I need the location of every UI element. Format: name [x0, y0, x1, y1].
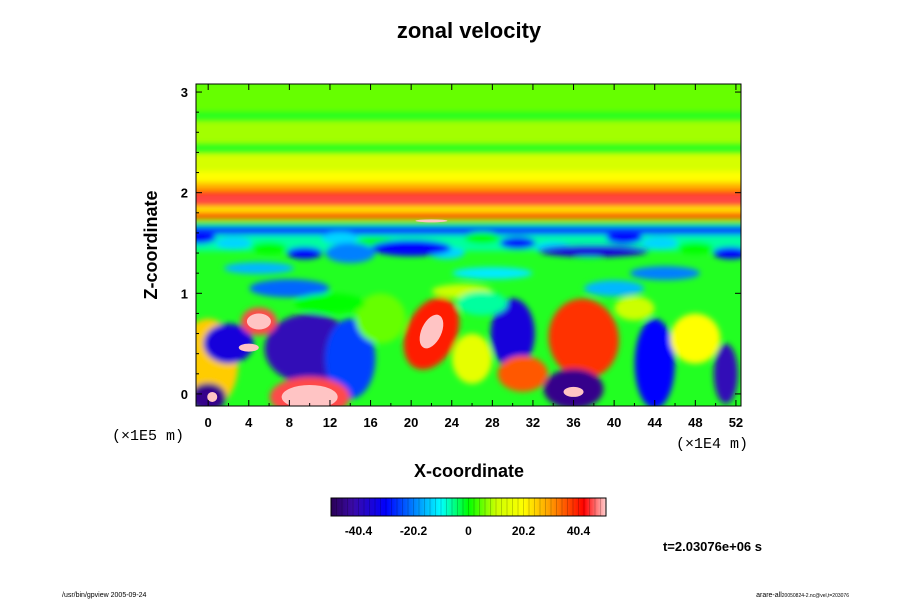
x-tick-label: 32: [526, 415, 540, 430]
x-axis-label: X-coordinate: [414, 461, 524, 481]
colorbar-frame: [330, 497, 607, 517]
x-tick-label: 28: [485, 415, 499, 430]
field-patch: [712, 247, 741, 260]
y-axis-ticks: 0 1 2 3: [181, 85, 741, 402]
field-band: [196, 211, 741, 220]
field-band: [196, 225, 741, 236]
field-patch: [548, 298, 619, 379]
field-patch: [464, 231, 501, 244]
y-tick-label: 0: [181, 387, 188, 402]
y-tick-label: 3: [181, 85, 188, 100]
field-patch: [614, 296, 655, 321]
field-patch: [325, 318, 376, 399]
field-patch: [641, 236, 678, 249]
field-patch: [499, 236, 536, 249]
field-patch: [215, 236, 252, 249]
y-axis-label: Z-coordinate: [141, 190, 161, 299]
field-patch: [325, 243, 376, 264]
field-patch: [670, 313, 721, 364]
field-band: [196, 195, 741, 204]
field-patch: [251, 242, 288, 255]
x-axis-ticks: 0 4 8 12 16 20 24 28 32 36 40 44 48 52: [205, 84, 743, 430]
colorbar: -40.4 -20.2 0 20.2 40.4: [330, 497, 607, 538]
x-tick-label: 0: [205, 415, 212, 430]
colorbar-tick-label: 40.4: [567, 524, 591, 538]
plot-area: [196, 84, 741, 406]
x-unit-label: (×1E4 m): [676, 436, 748, 453]
time-label: t=2.03076e+06 s: [663, 539, 762, 554]
plot-frame: [195, 83, 742, 407]
field-patch: [457, 291, 508, 316]
field-patch: [249, 279, 330, 298]
colorbar-tick-label: -20.2: [400, 524, 428, 538]
footer-right-sub: 20050824-2.nc@vel,t=203076: [782, 593, 849, 599]
field-patch: [419, 314, 444, 349]
x-tick-label: 48: [688, 415, 702, 430]
field-patch: [629, 266, 700, 281]
field-patch: [294, 293, 365, 314]
field-patch: [452, 333, 493, 384]
y-unit-label: (×1E5 m): [112, 428, 184, 445]
field-band: [196, 152, 741, 173]
field-patch: [355, 293, 406, 344]
field-patch: [713, 343, 738, 404]
x-tick-label: 24: [445, 415, 460, 430]
field-patch: [677, 242, 714, 255]
x-tick-label: 16: [363, 415, 377, 430]
field-band: [196, 206, 741, 213]
x-tick-label: 8: [286, 415, 293, 430]
field-patch: [497, 355, 548, 392]
field-patch: [371, 240, 452, 257]
field-patch: [538, 245, 649, 258]
field-patch: [196, 231, 217, 244]
field-patch: [238, 343, 259, 352]
field-patch: [634, 318, 675, 406]
field-band: [196, 220, 741, 227]
colorbar-tick-label: 20.2: [512, 524, 536, 538]
field-band: [196, 182, 741, 193]
x-tick-label: 40: [607, 415, 621, 430]
field-patch: [584, 280, 645, 297]
field-band: [196, 171, 741, 184]
field-band: [196, 84, 741, 113]
field-patch: [281, 384, 338, 406]
field-patch: [563, 386, 584, 397]
field-patch: [223, 262, 294, 275]
x-tick-label: 12: [323, 415, 337, 430]
chart-title: zonal velocity: [397, 18, 542, 43]
x-tick-label: 44: [647, 415, 662, 430]
footer-right: arare-all20050824-2.nc@vel,t=203076: [756, 592, 849, 599]
field-patch: [322, 231, 359, 244]
x-tick-label: 52: [729, 415, 743, 430]
x-tick-label: 20: [404, 415, 418, 430]
field-band: [196, 120, 741, 145]
colorbar-tick-label: 0: [465, 524, 472, 538]
field-patch: [490, 298, 535, 369]
x-tick-label: 4: [245, 415, 253, 430]
field-patch: [606, 231, 643, 244]
x-tick-label: 36: [566, 415, 580, 430]
footer-right-main: arare-all: [756, 592, 782, 599]
field-patch: [286, 247, 323, 260]
y-tick-label: 1: [181, 286, 188, 301]
colorbar-tick-label: -40.4: [345, 524, 373, 538]
field-patch: [203, 323, 254, 364]
field-patch: [246, 313, 271, 330]
footer-left: /usr/bin/gpview 2005-09-24: [62, 592, 147, 599]
field-patch: [452, 267, 533, 280]
field-patch: [207, 391, 218, 402]
y-tick-label: 2: [181, 186, 188, 201]
field-patch: [415, 219, 448, 223]
